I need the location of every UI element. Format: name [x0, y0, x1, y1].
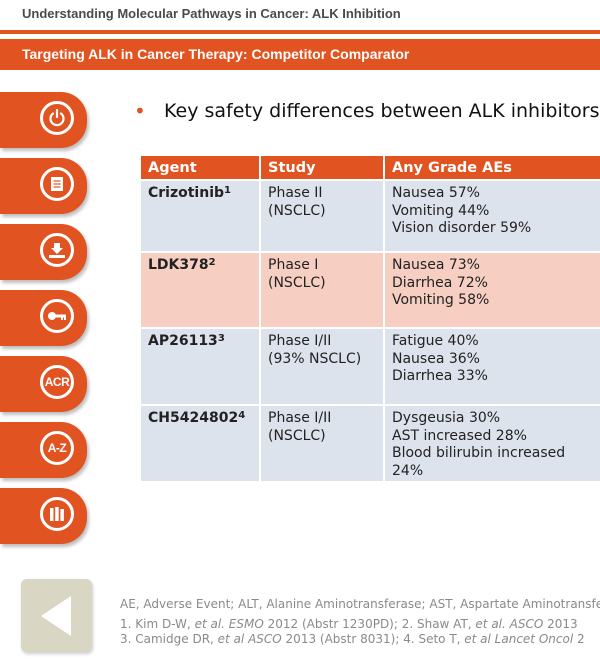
aes-cell: Dysgeusia 30% AST increased 28% Blood bi… [385, 406, 600, 483]
agent-cell: LDK3782 [141, 253, 261, 329]
ae-line: Nausea 36% [392, 350, 480, 367]
reference-marker: 4 [238, 410, 246, 421]
document-icon [40, 167, 74, 201]
reference-marker: 3 [217, 333, 225, 344]
acr-icon: ACR [40, 365, 74, 399]
bullet-marker: • [134, 99, 146, 123]
header-agent: Agent [141, 156, 261, 181]
safety-table: Agent Study Any Grade AEs Crizotinib1 Ph… [141, 156, 600, 483]
library-icon [40, 497, 74, 531]
sidebar-button-document[interactable] [0, 158, 87, 214]
study-line: (NSCLC) [268, 274, 326, 291]
section-title: Understanding Molecular Pathways in Canc… [22, 6, 401, 21]
bullet-text: Key safety differences between ALK inhib… [164, 100, 600, 122]
header-rule [0, 30, 600, 34]
ae-line: Fatigue 40% [392, 333, 479, 349]
study-line: Phase I/II [268, 410, 332, 426]
ae-line: Dysgeusia 30% [392, 410, 501, 426]
reference-marker: 1 [224, 185, 231, 196]
references-line-1: 1. Kim D-W, et al. ESMO 2012 (Abstr 1230… [120, 617, 578, 631]
agent-name: CH5424802 [148, 410, 239, 426]
key-icon [40, 299, 74, 333]
study-line: (93% NSCLC) [268, 350, 362, 367]
reference-marker: 2 [208, 257, 216, 268]
power-icon [40, 101, 74, 135]
study-cell: Phase I/II (NSCLC) [261, 406, 385, 483]
ae-line: Diarrhea 72% [392, 274, 488, 291]
study-cell: Phase II (NSCLC) [261, 181, 385, 253]
ae-line: Nausea 73% [392, 257, 480, 273]
study-line: (NSCLC) [268, 202, 326, 219]
slide-title: Targeting ALK in Cancer Therapy: Competi… [22, 46, 410, 62]
a-z-label: A-Z [47, 441, 67, 455]
aes-cell: Nausea 73% Diarrhea 72% Vomiting 58% [385, 253, 600, 329]
sidebar-button-download[interactable] [0, 224, 87, 280]
sidebar-button-acr[interactable]: ACR [0, 356, 87, 412]
agent-cell: Crizotinib1 [141, 181, 261, 253]
agent-cell: CH54248024 [141, 406, 261, 483]
agent-name: LDK378 [148, 257, 209, 273]
sidebar-button-key[interactable] [0, 290, 87, 346]
references-line-2: 3. Camidge DR, et al ASCO 2013 (Abstr 80… [120, 632, 585, 646]
table-header-row: Agent Study Any Grade AEs [141, 156, 600, 181]
ae-line: Vision disorder 59% [392, 220, 532, 236]
agent-name: AP26113 [148, 333, 218, 349]
table-row: Crizotinib1 Phase II (NSCLC) Nausea 57% … [141, 181, 600, 253]
ae-line: AST increased 28% [392, 427, 527, 444]
abbreviations-footnote: AE, Adverse Event; ALT, Alanine Aminotra… [120, 597, 600, 611]
acr-label: ACR [44, 375, 70, 389]
header-aes: Any Grade AEs [385, 156, 600, 181]
study-cell: Phase I/II (93% NSCLC) [261, 329, 385, 406]
study-line: Phase I/II [268, 333, 332, 349]
table-row: CH54248024 Phase I/II (NSCLC) Dysgeusia … [141, 406, 600, 483]
study-line: Phase II [268, 185, 323, 201]
study-line: (NSCLC) [268, 427, 326, 444]
ae-line: Vomiting 44% [392, 202, 490, 219]
sidebar-button-power[interactable] [0, 92, 87, 148]
back-button[interactable] [21, 579, 92, 652]
ae-line: Nausea 57% [392, 185, 480, 201]
back-arrow-icon [41, 596, 71, 636]
ae-line: Diarrhea 33% [392, 368, 488, 384]
sidebar-button-a-z[interactable]: A-Z [0, 422, 87, 478]
sidebar-button-library[interactable] [0, 488, 87, 544]
study-cell: Phase I (NSCLC) [261, 253, 385, 329]
ae-line: Vomiting 58% [392, 292, 490, 308]
aes-cell: Nausea 57% Vomiting 44% Vision disorder … [385, 181, 600, 253]
slide-title-banner [0, 39, 600, 70]
aes-cell: Fatigue 40% Nausea 36% Diarrhea 33% [385, 329, 600, 406]
ae-line: 24% [392, 462, 424, 479]
agent-name: Crizotinib [148, 185, 225, 201]
study-line: Phase I [268, 257, 319, 273]
table-row: AP261133 Phase I/II (93% NSCLC) Fatigue … [141, 329, 600, 406]
ae-line: Blood bilirubin increased [392, 445, 566, 461]
download-icon [40, 233, 74, 267]
header-study: Study [261, 156, 385, 181]
a-z-icon: A-Z [40, 431, 74, 465]
table-row: LDK3782 Phase I (NSCLC) Nausea 73% Diarr… [141, 253, 600, 329]
agent-cell: AP261133 [141, 329, 261, 406]
